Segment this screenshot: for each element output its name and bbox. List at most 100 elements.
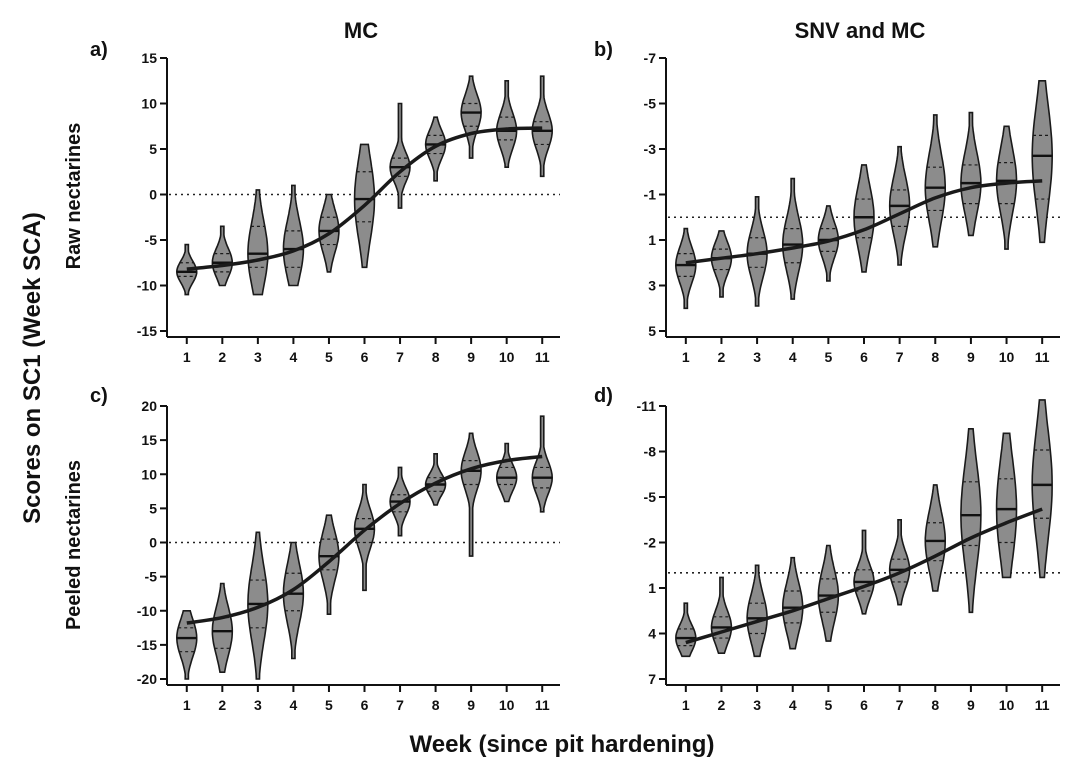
column-title-mc: MC	[344, 18, 378, 43]
trend-curve	[186, 454, 543, 625]
x-tick-label: 11	[535, 697, 550, 713]
panel-letter-a: a)	[90, 39, 108, 61]
panel-letter-d: d)	[594, 385, 613, 407]
violin-week-8	[924, 114, 946, 248]
y-tick-label: -5	[644, 96, 657, 112]
violin-week-9	[960, 111, 982, 237]
x-tick-label: 11	[1035, 349, 1050, 365]
x-tick-label: 1	[682, 697, 690, 713]
row-label-raw: Raw nectarines	[63, 123, 85, 270]
violin-week-4	[282, 184, 305, 287]
violin-week-4	[782, 177, 804, 300]
violin-week-2	[211, 582, 234, 673]
y-tick-label: 7	[648, 671, 656, 687]
violin-week-11	[1031, 80, 1054, 244]
y-tick-label: 15	[141, 432, 157, 448]
x-tick-label: 5	[325, 349, 333, 365]
violin-week-3	[247, 189, 269, 296]
violin-week-1	[675, 602, 697, 658]
violin-week-8	[924, 484, 946, 592]
violin-week-10	[995, 432, 1018, 579]
y-tick-label: 15	[141, 50, 157, 66]
x-tick-label: 9	[967, 697, 975, 713]
x-tick-label: 10	[999, 349, 1015, 365]
x-tick-label: 4	[789, 697, 797, 713]
panel-letter-b: b)	[594, 39, 613, 61]
row-label-peeled: Peeled nectarines	[63, 460, 85, 630]
violin-week-1	[674, 227, 697, 310]
y-tick-label: 1	[648, 232, 656, 248]
x-tick-label: 3	[254, 697, 262, 713]
x-tick-label: 4	[290, 697, 298, 713]
y-tick-label: 0	[149, 535, 157, 551]
panel-b-violin-chart: -7 -5 -3 -1 1 3 5 1 2 3 4 5 6 7 8 9 10 11	[644, 50, 1060, 365]
y-tick-label: -7	[644, 50, 657, 66]
x-tick-label: 1	[183, 349, 191, 365]
x-tick-label: 1	[682, 349, 690, 365]
x-tick-label: 1	[183, 697, 191, 713]
trend-curve	[685, 179, 1043, 265]
x-tick-label: 7	[396, 697, 404, 713]
y-tick-label: -20	[137, 671, 157, 687]
violin-week-10	[495, 80, 518, 168]
x-tick-label: 9	[967, 349, 975, 365]
y-tick-label: 10	[141, 96, 157, 112]
y-tick-label: 0	[149, 187, 157, 203]
y-tick-label: -2	[644, 535, 657, 551]
violin-week-5	[817, 205, 840, 282]
violin-week-2	[710, 230, 733, 298]
x-tick-label: 2	[718, 349, 726, 365]
x-tick-label: 7	[896, 697, 904, 713]
violin-week-11	[531, 75, 554, 178]
y-tick-label: -15	[137, 323, 157, 339]
y-tick-label: 1	[648, 580, 656, 596]
violin-week-9	[960, 428, 982, 614]
x-tick-label: 2	[218, 697, 226, 713]
x-tick-label: 2	[718, 697, 726, 713]
violin-week-10	[995, 125, 1018, 250]
x-tick-label: 6	[860, 349, 868, 365]
x-tick-label: 6	[860, 697, 868, 713]
panel-a-violin-chart: 15 10 5 0 -5 -10 -15 1 2 3 4 5 6 7 8 9 10 11	[137, 50, 560, 365]
violin-week-8	[424, 453, 447, 506]
y-tick-label: 5	[648, 323, 656, 339]
x-tick-label: 8	[432, 349, 440, 365]
panel-d-violin-chart: -11 -8 -5 -2 1 4 7 1 2 3 4 5 6 7 8 9 10 11	[637, 398, 1060, 713]
violin-week-9	[460, 432, 482, 557]
shared-y-axis-label: Scores on SC1 (Week SCA)	[19, 212, 46, 524]
x-tick-label: 7	[396, 349, 404, 365]
x-tick-label: 11	[535, 349, 550, 365]
x-tick-label: 10	[999, 697, 1015, 713]
y-tick-label: 5	[149, 500, 157, 516]
violin-week-5	[318, 514, 340, 615]
violin-week-7	[389, 102, 411, 209]
trend-curve	[186, 126, 543, 271]
violin-week-2	[710, 576, 733, 654]
violin-week-4	[282, 541, 305, 660]
y-tick-label: -1	[644, 187, 657, 203]
x-tick-label: 8	[931, 697, 939, 713]
x-tick-label: 10	[499, 349, 515, 365]
y-tick-label: -5	[644, 489, 657, 505]
x-tick-label: 3	[753, 697, 761, 713]
x-tick-label: 9	[467, 349, 475, 365]
x-tick-label: 2	[218, 349, 226, 365]
violin-week-7	[888, 519, 911, 606]
x-tick-label: 11	[1035, 697, 1050, 713]
x-tick-label: 6	[361, 697, 369, 713]
violin-week-9	[460, 75, 482, 159]
x-tick-label: 7	[896, 349, 904, 365]
trend-curve	[685, 507, 1043, 645]
y-tick-label: 3	[648, 278, 656, 294]
panel-letter-c: c)	[90, 385, 108, 407]
x-tick-label: 4	[789, 349, 797, 365]
violin-week-6	[853, 529, 875, 615]
x-tick-label: 6	[361, 349, 369, 365]
column-title-snv-mc: SNV and MC	[795, 18, 926, 43]
x-tick-label: 3	[753, 349, 761, 365]
y-tick-label: -8	[644, 444, 657, 460]
y-tick-label: 20	[141, 398, 157, 414]
x-tick-label: 5	[325, 697, 333, 713]
x-tick-label: 5	[824, 349, 832, 365]
